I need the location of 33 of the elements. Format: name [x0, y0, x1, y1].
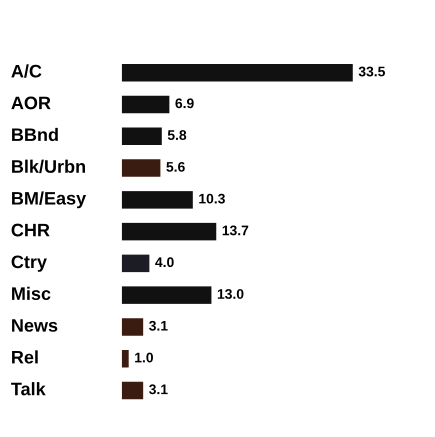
data-label: 33.5 [358, 66, 385, 76]
y-tick-label: Blk/Urbn [12, 160, 85, 174]
bar [122, 382, 144, 400]
bar [122, 191, 193, 209]
data-label: 5.6 [166, 162, 185, 172]
y-tick-label: CHR [12, 224, 50, 236]
data-label: 1.0 [135, 352, 153, 362]
y-tick-label: A/C [11, 64, 42, 78]
bar [122, 64, 353, 82]
y-tick-label: Ctry [12, 255, 47, 272]
y-tick-label: Misc [12, 286, 50, 300]
y-tick-label: Rel [12, 350, 38, 364]
data-label: 3.1 [149, 320, 168, 331]
data-label: 4.0 [155, 257, 174, 268]
bar [122, 96, 170, 114]
data-label: 13.0 [218, 289, 244, 299]
y-tick-label: Talk [11, 382, 46, 396]
y-tick-label: BBnd [12, 128, 58, 142]
bar [122, 159, 160, 177]
data-label: 5.8 [168, 130, 186, 140]
bar [122, 286, 212, 304]
data-label: 3.1 [149, 384, 168, 394]
y-tick-label: News [12, 319, 58, 332]
y-tick-label: BM/Easy [12, 191, 86, 208]
bar [122, 318, 144, 336]
data-label: 13.7 [222, 226, 248, 236]
data-label: 10.3 [199, 194, 225, 204]
bar [122, 128, 162, 146]
bar [122, 222, 216, 240]
data-label: 6.9 [175, 98, 194, 108]
bar [122, 350, 129, 368]
bar [122, 254, 150, 272]
y-tick-label: AOR [11, 96, 51, 110]
